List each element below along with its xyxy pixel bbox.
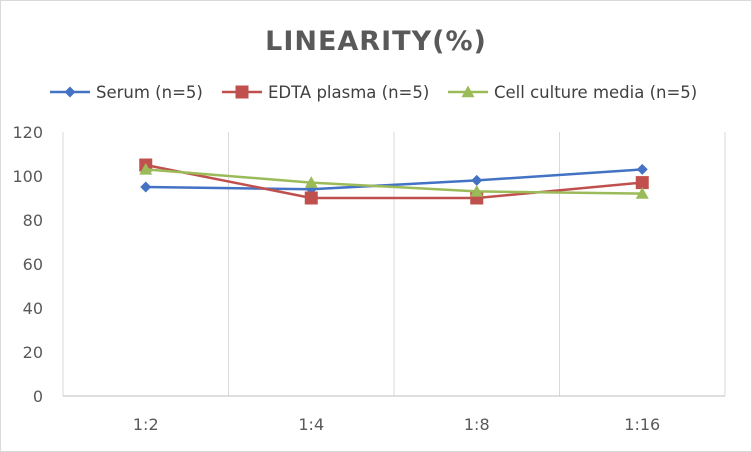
legend-label: EDTA plasma (n=5) xyxy=(268,83,429,102)
legend-marker xyxy=(64,86,76,98)
y-tick-label: 100 xyxy=(12,167,43,186)
x-tick-label: 1:4 xyxy=(298,415,324,434)
data-point xyxy=(304,191,318,205)
x-tick-label: 1:2 xyxy=(133,415,159,434)
data-point xyxy=(635,187,649,199)
legend: Serum (n=5) EDTA plasma (n=5) Cell culture… xyxy=(50,83,697,102)
legend-marker xyxy=(235,85,249,99)
legend-item-3: Cell culture media (n=5) xyxy=(448,83,697,102)
chart-title: LINEARITY(%) xyxy=(265,26,487,57)
legend-label: Serum (n=5) xyxy=(96,83,203,102)
legend-item-2: EDTA plasma (n=5) xyxy=(222,83,429,102)
data-point xyxy=(635,176,649,190)
legend-marker xyxy=(461,85,475,98)
y-tick-label: 0 xyxy=(33,387,43,406)
series-line xyxy=(145,168,643,195)
y-tick-label: 60 xyxy=(23,255,43,274)
data-point xyxy=(470,184,484,197)
x-tick-label: 1:8 xyxy=(464,415,490,434)
x-tick-label: 1:16 xyxy=(624,415,660,434)
series-3 xyxy=(139,162,649,199)
series-layer xyxy=(139,158,649,205)
data-point xyxy=(636,163,648,175)
data-point xyxy=(140,181,152,193)
axes: 0 20 40 60 80 100 120 1:2 1:4 1:8 1:16 xyxy=(12,123,725,434)
y-tick-label: 120 xyxy=(12,123,43,142)
data-point xyxy=(304,176,318,188)
y-tick-label: 80 xyxy=(23,211,43,230)
data-point xyxy=(471,174,483,186)
y-tick-label: 20 xyxy=(23,343,43,362)
data-point xyxy=(139,162,153,175)
series-line xyxy=(145,168,643,191)
y-tick-label: 40 xyxy=(23,299,43,318)
grid xyxy=(62,132,726,396)
legend-label: Cell culture media (n=5) xyxy=(494,83,697,102)
series-line xyxy=(145,163,643,200)
legend-item-1: Serum (n=5) xyxy=(50,83,203,102)
